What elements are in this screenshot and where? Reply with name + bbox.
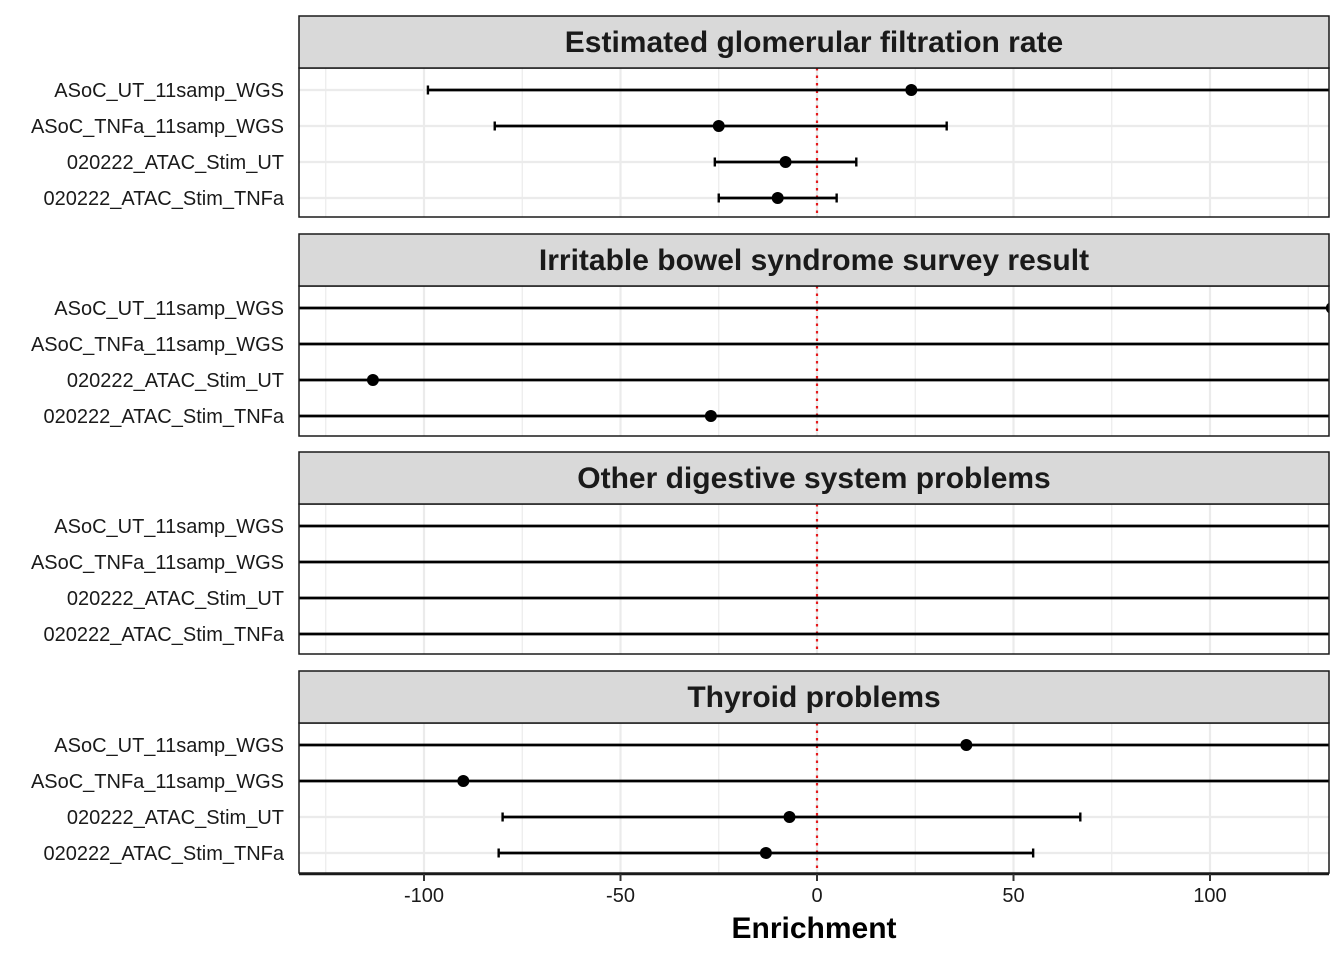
facet-title: Other digestive system problems [577, 462, 1051, 495]
facet-panel: ASoC_UT_11samp_WGS ASoC_TNFa_11samp_WGS 02… [31, 670, 1330, 874]
panel-background [299, 723, 1329, 873]
data-point [771, 192, 784, 204]
facet-title: Irritable bowel syndrome survey result [539, 244, 1089, 277]
row-label: 020222_ATAC_Stim_UT [67, 588, 284, 610]
data-point [704, 410, 717, 422]
x-tick-label: -50 [606, 885, 635, 907]
panel-background [299, 286, 1329, 436]
panel-background [299, 504, 1329, 654]
data-point [366, 374, 379, 386]
facet-panel: ASoC_UT_11samp_WGS ASoC_TNFa_11samp_WGS 02… [31, 451, 1330, 655]
row-label: ASoC_UT_11samp_WGS [54, 80, 284, 102]
facet-panel: ASoC_UT_11samp_WGS ASoC_TNFa_11samp_WGS 02… [31, 233, 1330, 437]
facet-data [299, 739, 1329, 859]
panel-background [299, 68, 1329, 217]
x-tick-label: 0 [811, 885, 822, 907]
row-label: ASoC_TNFa_11samp_WGS [31, 552, 284, 574]
facet-strip [298, 670, 1330, 724]
facet-data [299, 524, 1329, 636]
x-axis-title: Enrichment [731, 912, 896, 945]
data-point [759, 847, 772, 859]
data-point [457, 775, 470, 787]
facet-panel: ASoC_UT_11samp_WGS ASoC_TNFa_11samp_WGS 02… [31, 15, 1330, 218]
data-point [712, 120, 725, 132]
row-label: ASoC_UT_11samp_WGS [54, 298, 284, 320]
row-label: 020222_ATAC_Stim_UT [67, 807, 284, 829]
facet-data [299, 302, 1329, 422]
row-label: ASoC_TNFa_11samp_WGS [31, 334, 284, 356]
row-label: ASoC_TNFa_11samp_WGS [31, 116, 284, 138]
facet-strip [298, 15, 1330, 69]
facet-data [426, 84, 1329, 204]
x-tick-label: 100 [1193, 885, 1226, 907]
x-tick-label: 50 [1002, 885, 1024, 907]
row-label: 020222_ATAC_Stim_TNFa [44, 843, 285, 865]
row-label: 020222_ATAC_Stim_UT [67, 370, 284, 392]
row-label: ASoC_UT_11samp_WGS [54, 735, 284, 757]
facet-title: Estimated glomerular filtration rate [565, 26, 1063, 59]
row-label: 020222_ATAC_Stim_TNFa [44, 624, 285, 646]
row-label: 020222_ATAC_Stim_TNFa [44, 406, 285, 428]
row-label: ASoC_UT_11samp_WGS [54, 516, 284, 538]
data-point [779, 156, 792, 168]
data-point [905, 84, 918, 96]
facet-strip [298, 233, 1330, 287]
facet-strip [298, 451, 1330, 505]
facet-title: Thyroid problems [687, 681, 940, 714]
data-point [783, 811, 796, 823]
row-label: 020222_ATAC_Stim_UT [67, 152, 284, 174]
row-label: 020222_ATAC_Stim_TNFa [44, 188, 285, 210]
x-tick-label: -100 [404, 885, 444, 907]
data-point [960, 739, 973, 751]
data-point [1325, 302, 1329, 314]
row-label: ASoC_TNFa_11samp_WGS [31, 771, 284, 793]
